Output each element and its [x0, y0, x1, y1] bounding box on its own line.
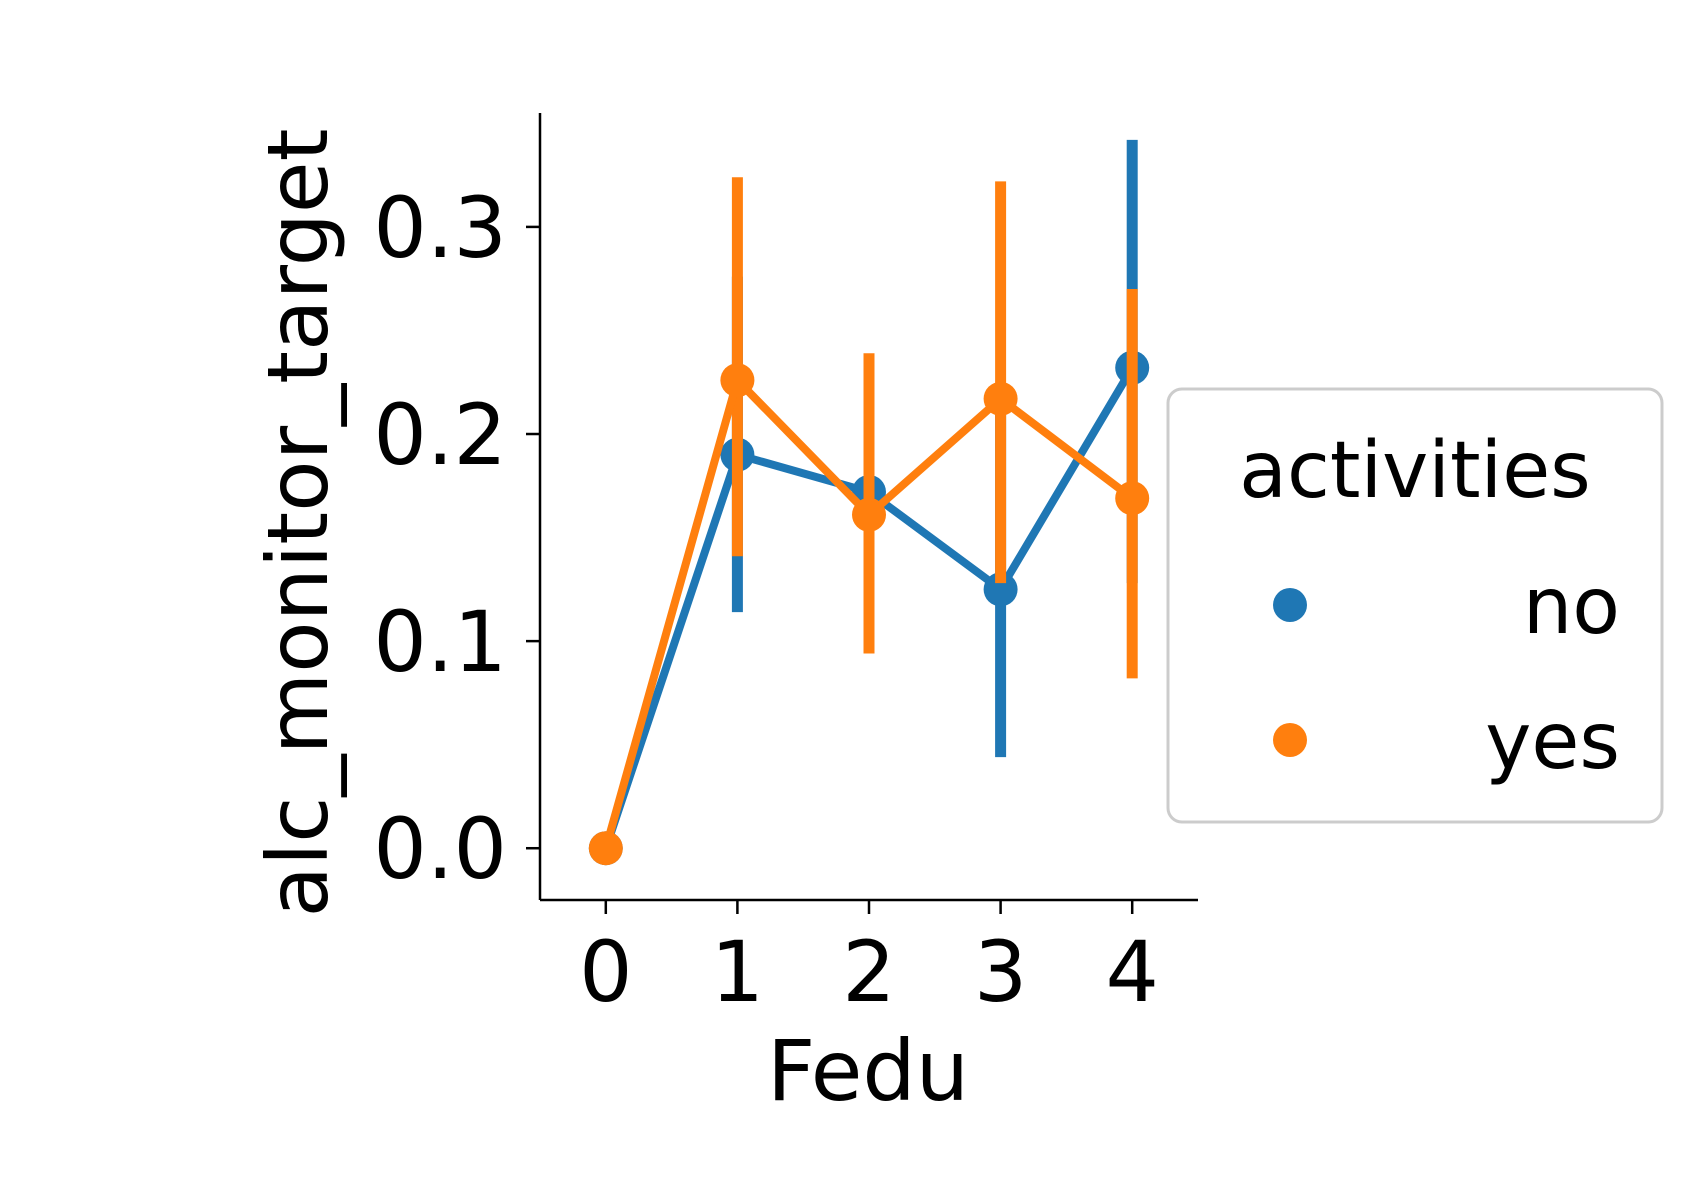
legend-entries: no yes: [1273, 562, 1620, 787]
y-axis-label: alc_monitor_target: [249, 128, 347, 917]
x-axis-label: Fedu: [767, 1022, 969, 1120]
data-point: [588, 831, 623, 866]
y-tick-label: 0.2: [373, 386, 507, 484]
series-layer: [588, 139, 1150, 866]
y-tick-label: 0.1: [373, 593, 507, 691]
legend-label: yes: [1485, 697, 1620, 787]
legend-frame: [1166, 387, 1664, 824]
x-tick-label: 3: [974, 923, 1027, 1021]
legend-title: activities: [1239, 426, 1591, 516]
legend-marker: [1273, 723, 1307, 757]
ticks-layer: 0 1 2 3 4 0.0 0.1 0.2 0.3: [373, 179, 1159, 1021]
x-tick-label: 4: [1105, 923, 1158, 1021]
data-point: [983, 381, 1018, 416]
data-point: [720, 363, 755, 398]
x-tick-label: 1: [711, 923, 764, 1021]
data-point: [1115, 481, 1150, 516]
legend-marker: [1273, 588, 1307, 622]
y-tick-label: 0.3: [373, 179, 507, 277]
legend: activities no yes: [1166, 387, 1664, 824]
y-tick-label: 0.0: [373, 800, 507, 898]
x-tick-label: 2: [842, 923, 895, 1021]
x-tick-label: 0: [579, 923, 632, 1021]
data-point: [852, 497, 886, 532]
legend-label: no: [1523, 562, 1620, 652]
series-yes: [588, 177, 1150, 866]
data-point: [983, 572, 1018, 607]
